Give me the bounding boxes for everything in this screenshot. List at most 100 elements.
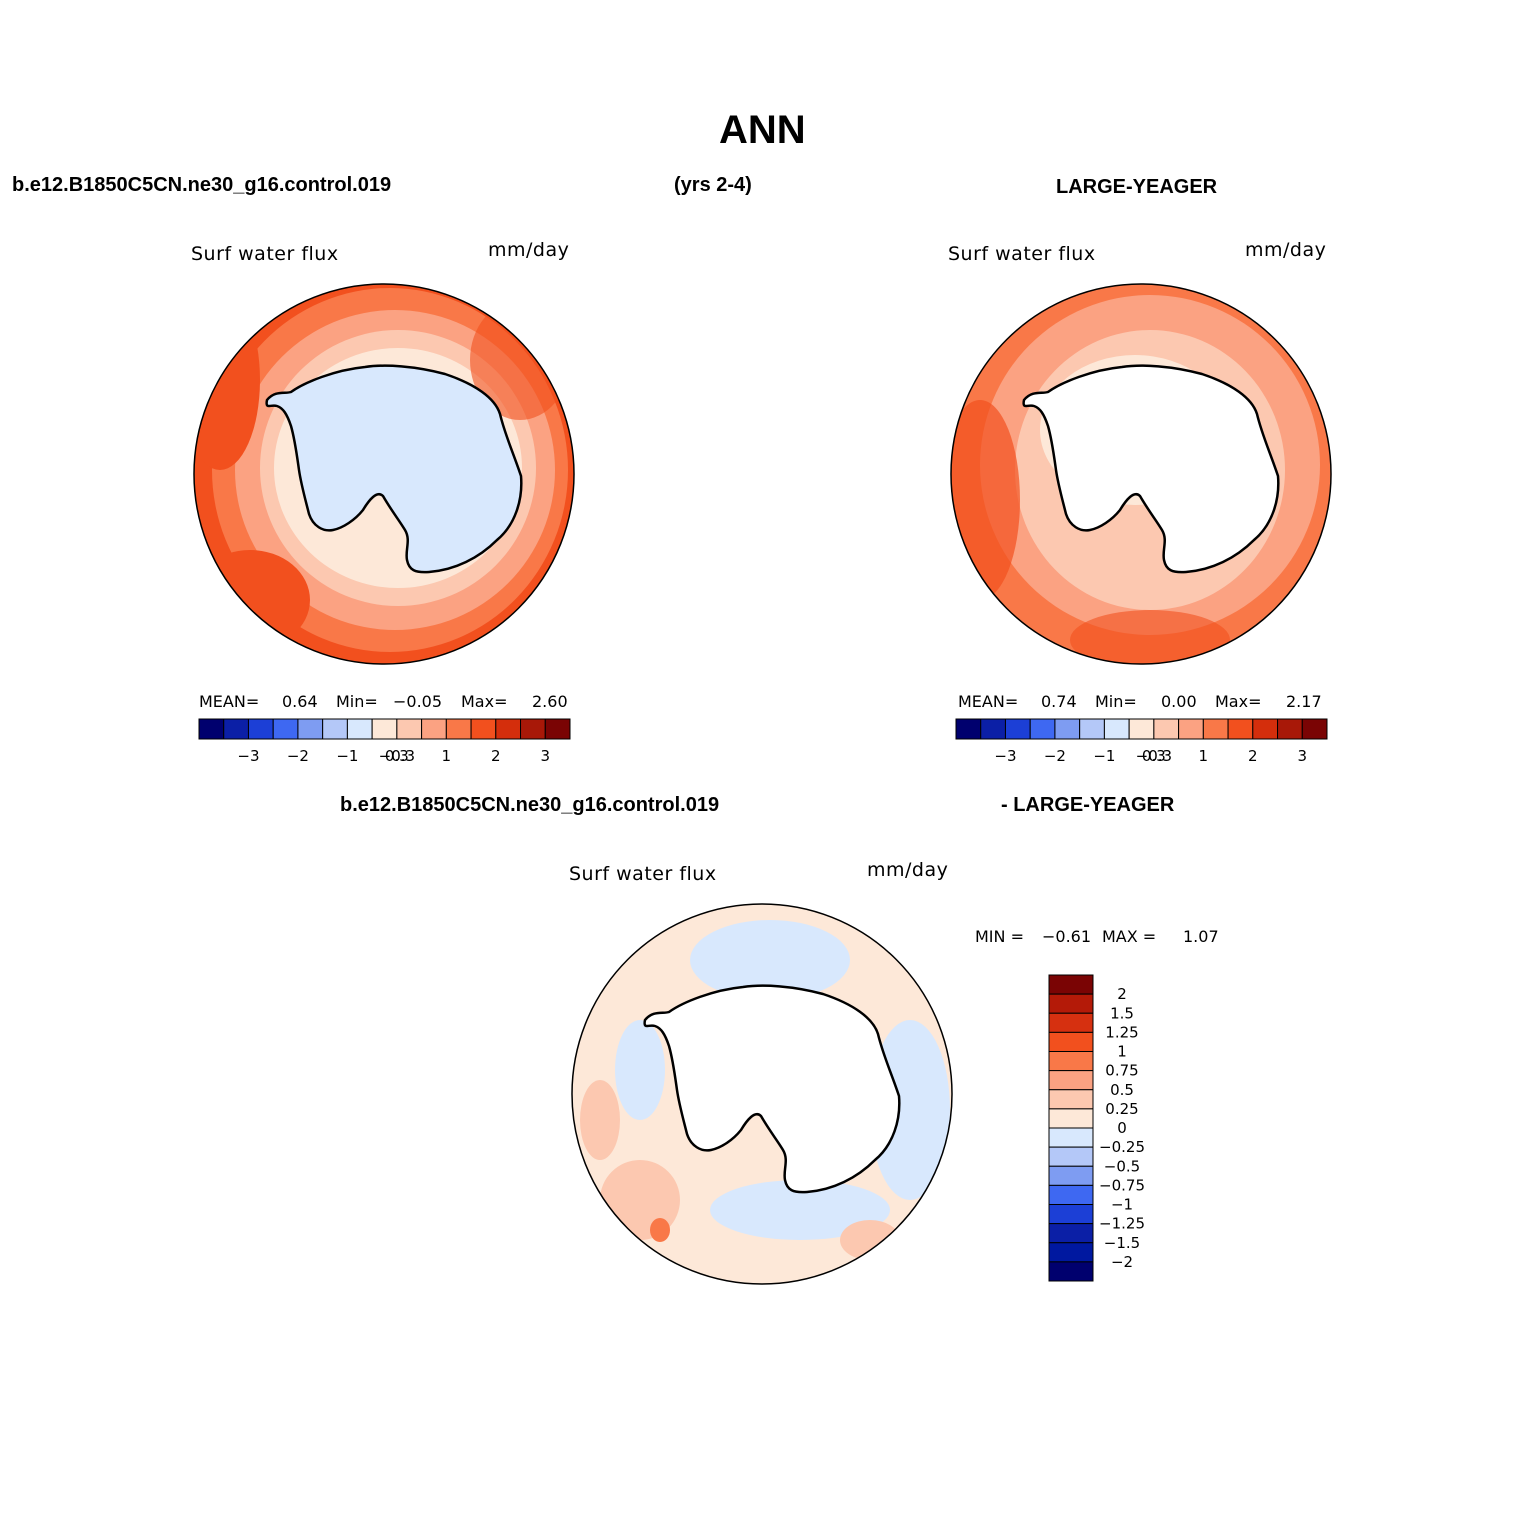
- panel1-colorbar-swatch: [223, 718, 249, 740]
- panel3-max-value: 1.07: [1183, 927, 1219, 946]
- panel1-colorbar-swatch: [445, 718, 472, 740]
- panel2-map: [950, 283, 1332, 665]
- diff-case-header: b.e12.B1850C5CN.ne30_g16.control.019: [340, 794, 720, 816]
- panel1-min-value: −0.05: [393, 692, 443, 711]
- panel2-colorbar: −3 −2 −1 −0.30.3 1 2 3: [955, 718, 1328, 765]
- panel1-colorbar-tick-label: −0.3: [379, 747, 415, 765]
- panel3-colorbar-swatch: [1048, 1184, 1094, 1205]
- panel3-min-value: −0.61: [1042, 927, 1092, 946]
- panel2-colorbar-tick-label: 1: [1199, 747, 1209, 765]
- years-header: (yrs 2-4): [674, 174, 752, 196]
- panel3-colorbar-swatch: [1048, 1070, 1094, 1091]
- panel1-mean-value: 0.64: [282, 692, 318, 711]
- panel1-colorbar-tick-label: −3: [237, 747, 259, 765]
- panel2-colorbar-tick-label: −2: [1044, 747, 1066, 765]
- panel3-colorbar-swatch: [1048, 1108, 1094, 1129]
- panel1-colorbar-swatch: [495, 718, 522, 740]
- panel1-max-label: Max=: [461, 692, 508, 711]
- panel2-mean-label: MEAN=: [958, 692, 1019, 711]
- panel1-colorbar-swatch: [470, 718, 497, 740]
- panel2-colorbar-tick-label: 2: [1248, 747, 1258, 765]
- panel3-colorbar-swatch: [1048, 1012, 1094, 1033]
- panel3-map: [571, 903, 953, 1285]
- panel2-max-value: 2.17: [1286, 692, 1322, 711]
- panel1-min-label: Min=: [336, 692, 378, 711]
- panel3-colorbar-swatch: [1048, 1223, 1094, 1244]
- panel1-mean-label: MEAN=: [199, 692, 260, 711]
- panel3-colorbar-swatch: [1048, 1204, 1094, 1225]
- panel1-colorbar-swatch: [421, 718, 447, 740]
- panel2-colorbar-swatch: [1252, 718, 1279, 740]
- panel3-colorbar-swatch: [1048, 1089, 1094, 1110]
- panel2-colorbar-swatch: [955, 718, 982, 740]
- panel3-colorbar-swatch: [1048, 1261, 1094, 1282]
- panel3-colorbar-swatch: [1048, 993, 1094, 1014]
- panel2-colorbar-tick-label: −3: [994, 747, 1016, 765]
- panel3-colorbar-swatch: [1048, 974, 1094, 995]
- panel2-colorbar-swatch: [1004, 718, 1031, 740]
- panel3-colorbar-tick-label: −1.25: [1099, 1215, 1145, 1233]
- panel3-colorbar-swatch: [1048, 1051, 1094, 1072]
- panel2-mean-value: 0.74: [1041, 692, 1077, 711]
- panel2-colorbar-tick-label: 0.3: [1142, 747, 1166, 765]
- panel3-colorbar-tick-label: 0.5: [1110, 1081, 1134, 1099]
- panel1-colorbar-swatch: [544, 718, 571, 740]
- panel1-colorbar-swatch: [322, 718, 348, 740]
- panel1-colorbar-swatch: [396, 718, 423, 740]
- panel3-colorbar-tick-label: −0.25: [1099, 1138, 1145, 1156]
- panel2-colorbar-tick-label: −1: [1093, 747, 1115, 765]
- panel1-max-value: 2.60: [532, 692, 568, 711]
- panel3-colorbar-swatch: [1048, 1031, 1094, 1052]
- panel1-colorbar-swatch: [272, 718, 299, 740]
- panel3-colorbar: 21.51.2510.750.50.250−0.25−0.5−0.75−1−1.…: [1048, 974, 1145, 1282]
- panel3-colorbar-swatch: [1048, 1242, 1094, 1263]
- panel2-colorbar-swatch: [1054, 718, 1081, 740]
- panel2-colorbar-swatch: [1178, 718, 1204, 740]
- panel2-colorbar-tick-label: 3: [1297, 747, 1307, 765]
- panel1-colorbar-tick-label: −1: [336, 747, 358, 765]
- obs-name-header: LARGE-YEAGER: [1056, 176, 1218, 198]
- panel1-colorbar: −3 −2 −1 −0.30.3 1 2 3: [198, 718, 571, 765]
- panel2-min-value: 0.00: [1161, 692, 1197, 711]
- panel2-colorbar-swatch: [1202, 718, 1229, 740]
- panel3-colorbar-swatch: [1048, 1165, 1094, 1186]
- panel2-colorbar-swatch: [1153, 718, 1180, 740]
- panel2-max-label: Max=: [1215, 692, 1262, 711]
- panel3-colorbar-tick-label: 0: [1117, 1119, 1127, 1137]
- panel1-colorbar-swatch: [346, 718, 373, 740]
- panel1-colorbar-swatch: [247, 718, 274, 740]
- panel2-colorbar-swatch: [1079, 718, 1105, 740]
- panel3-colorbar-tick-label: −0.75: [1099, 1176, 1145, 1194]
- panel3-colorbar-tick-label: 0.25: [1105, 1100, 1138, 1118]
- panel1-colorbar-swatch: [297, 718, 324, 740]
- panel1-colorbar-tick-label: 2: [491, 747, 501, 765]
- panel3-colorbar-tick-label: 2: [1117, 985, 1127, 1003]
- panel3-colorbar-tick-label: 1.25: [1105, 1023, 1138, 1041]
- figure-title: ANN: [719, 108, 806, 152]
- panel1-colorbar-swatch: [198, 718, 225, 740]
- panel3-max-label: MAX =: [1102, 927, 1157, 946]
- panel2-colorbar-swatch: [1277, 718, 1303, 740]
- panel2-colorbar-tick-label: −0.3: [1136, 747, 1172, 765]
- panel2-colorbar-swatch: [1227, 718, 1254, 740]
- panel2-variable-label: Surf water flux: [948, 243, 1096, 265]
- panel1-colorbar-swatch: [520, 718, 546, 740]
- panel2-colorbar-swatch: [1029, 718, 1056, 740]
- diff-obs-header: - LARGE-YEAGER: [1001, 794, 1175, 816]
- panel3-min-label: MIN =: [975, 927, 1024, 946]
- panel3-colorbar-tick-label: −1.5: [1104, 1234, 1140, 1252]
- panel3-colorbar-tick-label: 1: [1117, 1043, 1127, 1061]
- panel1-colorbar-swatch: [371, 718, 398, 740]
- case-name-header: b.e12.B1850C5CN.ne30_g16.control.019: [12, 174, 392, 196]
- panel3-colorbar-tick-label: 1.5: [1110, 1004, 1134, 1022]
- panel3-colorbar-tick-label: −0.5: [1104, 1157, 1140, 1175]
- panel2-min-label: Min=: [1095, 692, 1137, 711]
- panel1-variable-label: Surf water flux: [191, 243, 339, 265]
- panel3-variable-label: Surf water flux: [569, 863, 717, 885]
- panel3-colorbar-swatch: [1048, 1127, 1094, 1148]
- panel2-colorbar-swatch: [1103, 718, 1130, 740]
- panel1-map: [193, 283, 575, 665]
- panel2-colorbar-swatch: [1301, 718, 1328, 740]
- panel3-colorbar-tick-label: −2: [1111, 1253, 1133, 1271]
